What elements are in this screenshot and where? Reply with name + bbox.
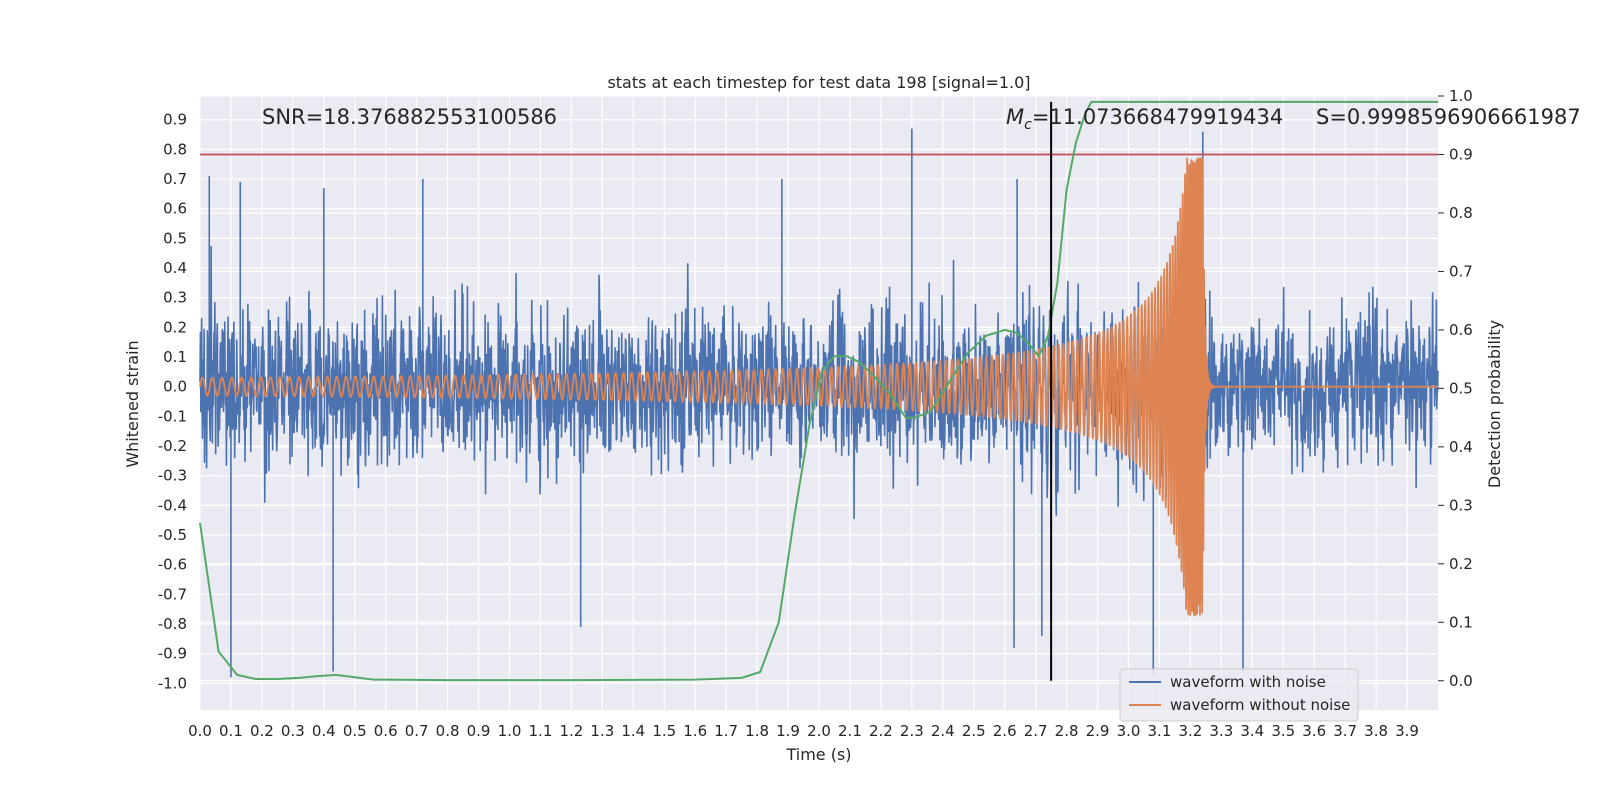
x-tick-label: 3.0 bbox=[1117, 722, 1141, 740]
x-axis-label: Time (s) bbox=[785, 745, 851, 764]
x-tick-label: 2.2 bbox=[869, 722, 893, 740]
y-tick-label: 0.9 bbox=[163, 111, 187, 129]
x-tick-label: 0.8 bbox=[436, 722, 460, 740]
x-tick-label: 3.6 bbox=[1302, 722, 1326, 740]
series-line-clean bbox=[199, 157, 1439, 616]
legend: waveform with noise waveform without noi… bbox=[1119, 668, 1359, 722]
x-tick-label: 1.8 bbox=[745, 722, 769, 740]
x-tick-label: 1.0 bbox=[498, 722, 522, 740]
y-tick-label: -0.5 bbox=[158, 526, 187, 544]
x-tick-label: 2.6 bbox=[993, 722, 1017, 740]
chirp-mass-annotation: Mc=11.073668479919434 bbox=[1006, 105, 1283, 133]
y-tick-label: 0.5 bbox=[163, 229, 187, 247]
chirp-mass-symbol: M bbox=[1006, 105, 1024, 129]
y2-tick-label: 0.4 bbox=[1449, 438, 1473, 456]
y2-tick-label: 0.9 bbox=[1449, 145, 1473, 163]
legend-label-noisy: waveform with noise bbox=[1170, 673, 1326, 691]
x-tick-label: 1.4 bbox=[621, 722, 645, 740]
y2-tick-label: 0.8 bbox=[1449, 204, 1473, 222]
y2-tick-label: 0.7 bbox=[1449, 262, 1473, 280]
x-tick-label: 3.1 bbox=[1148, 722, 1172, 740]
score-annotation: S=0.9998596906661987 bbox=[1316, 105, 1581, 129]
x-tick-label: 0.4 bbox=[312, 722, 336, 740]
y2-tick-label: 0.0 bbox=[1449, 672, 1473, 690]
x-tick-label: 0.7 bbox=[405, 722, 429, 740]
legend-box bbox=[1119, 668, 1359, 722]
y-tick-label: -0.3 bbox=[158, 467, 187, 485]
x-tick-label: 1.5 bbox=[652, 722, 676, 740]
y2-tick-label: 0.2 bbox=[1449, 555, 1473, 573]
snr-annotation: SNR=18.376882553100586 bbox=[262, 105, 557, 129]
x-tick-label: 2.3 bbox=[900, 722, 924, 740]
y-tick-label: 0.4 bbox=[163, 259, 187, 277]
x-tick-label: 0.6 bbox=[374, 722, 398, 740]
chirp-mass-subscript: c bbox=[1024, 117, 1032, 133]
y2-tick-label: 0.5 bbox=[1449, 379, 1473, 397]
x-tick-label: 0.1 bbox=[219, 722, 243, 740]
x-tick-label: 2.7 bbox=[1024, 722, 1048, 740]
y2-tick-label: 0.1 bbox=[1449, 613, 1473, 631]
y-tick-label: -0.9 bbox=[158, 645, 187, 663]
x-axis-ticks: 0.0 0.1 0.2 0.3 0.4 0.5 0.6 0.7 0.8 0.9 1.0 1.1 1.2 1… bbox=[188, 722, 1419, 740]
y-tick-label: -1.0 bbox=[158, 674, 187, 692]
y-tick-label: 0.3 bbox=[163, 289, 187, 307]
chirp-mass-value: =11.073668479919434 bbox=[1032, 105, 1283, 129]
x-tick-label: 1.2 bbox=[559, 722, 583, 740]
y2-tick-label: 1.0 bbox=[1449, 87, 1473, 105]
y-tick-label: -0.1 bbox=[158, 407, 187, 425]
x-tick-label: 2.0 bbox=[807, 722, 831, 740]
x-tick-label: 2.1 bbox=[838, 722, 862, 740]
x-tick-label: 0.2 bbox=[250, 722, 274, 740]
x-tick-label: 0.0 bbox=[188, 722, 212, 740]
x-tick-label: 3.8 bbox=[1364, 722, 1388, 740]
y2-tick-label: 0.6 bbox=[1449, 321, 1473, 339]
y-tick-label: 0.6 bbox=[163, 200, 187, 218]
x-tick-label: 3.9 bbox=[1395, 722, 1419, 740]
data-traces bbox=[199, 100, 1439, 682]
x-tick-label: 3.3 bbox=[1209, 722, 1233, 740]
x-tick-label: 0.5 bbox=[343, 722, 367, 740]
x-tick-label: 0.3 bbox=[281, 722, 305, 740]
y-axis-ticks: 0.9 0.8 0.7 0.6 0.5 0.4 0.3 0.2 0.1 0.0 -0.1 -0.2 -0… bbox=[158, 111, 187, 693]
y2-axis-ticks: 1.0 0.9 0.8 0.7 0.6 0.5 0.4 0.3 0.2 0.1 0.0 bbox=[1438, 87, 1473, 690]
y2-axis-label: Detection probability bbox=[1485, 320, 1504, 488]
x-tick-label: 2.4 bbox=[931, 722, 955, 740]
y-tick-label: 0.2 bbox=[163, 318, 187, 336]
x-tick-label: 1.3 bbox=[590, 722, 614, 740]
y-tick-label: 0.0 bbox=[163, 378, 187, 396]
x-tick-label: 1.6 bbox=[683, 722, 707, 740]
y-tick-label: -0.6 bbox=[158, 556, 187, 574]
x-tick-label: 1.9 bbox=[776, 722, 800, 740]
y-axis-label: Whitened strain bbox=[123, 340, 142, 467]
y-tick-label: -0.7 bbox=[158, 585, 187, 603]
y-tick-label: 0.8 bbox=[163, 140, 187, 158]
chart-title: stats at each timestep for test data 198… bbox=[607, 73, 1030, 92]
y-tick-label: 0.1 bbox=[163, 348, 187, 366]
y2-tick-label: 0.3 bbox=[1449, 496, 1473, 514]
x-tick-label: 2.8 bbox=[1055, 722, 1079, 740]
series-line-probability bbox=[199, 100, 1438, 682]
y-tick-label: 0.7 bbox=[163, 170, 187, 188]
x-tick-label: 1.7 bbox=[714, 722, 738, 740]
legend-label-clean: waveform without noise bbox=[1170, 696, 1350, 714]
x-tick-label: 0.9 bbox=[467, 722, 491, 740]
x-tick-label: 3.5 bbox=[1271, 722, 1295, 740]
x-tick-label: 1.1 bbox=[529, 722, 553, 740]
x-tick-label: 3.4 bbox=[1240, 722, 1264, 740]
x-tick-label: 2.9 bbox=[1086, 722, 1110, 740]
x-tick-label: 3.7 bbox=[1333, 722, 1357, 740]
x-tick-label: 2.5 bbox=[962, 722, 986, 740]
y-tick-label: -0.8 bbox=[158, 615, 187, 633]
x-tick-label: 3.2 bbox=[1178, 722, 1202, 740]
y-tick-label: -0.2 bbox=[158, 437, 187, 455]
y-tick-label: -0.4 bbox=[158, 496, 187, 514]
